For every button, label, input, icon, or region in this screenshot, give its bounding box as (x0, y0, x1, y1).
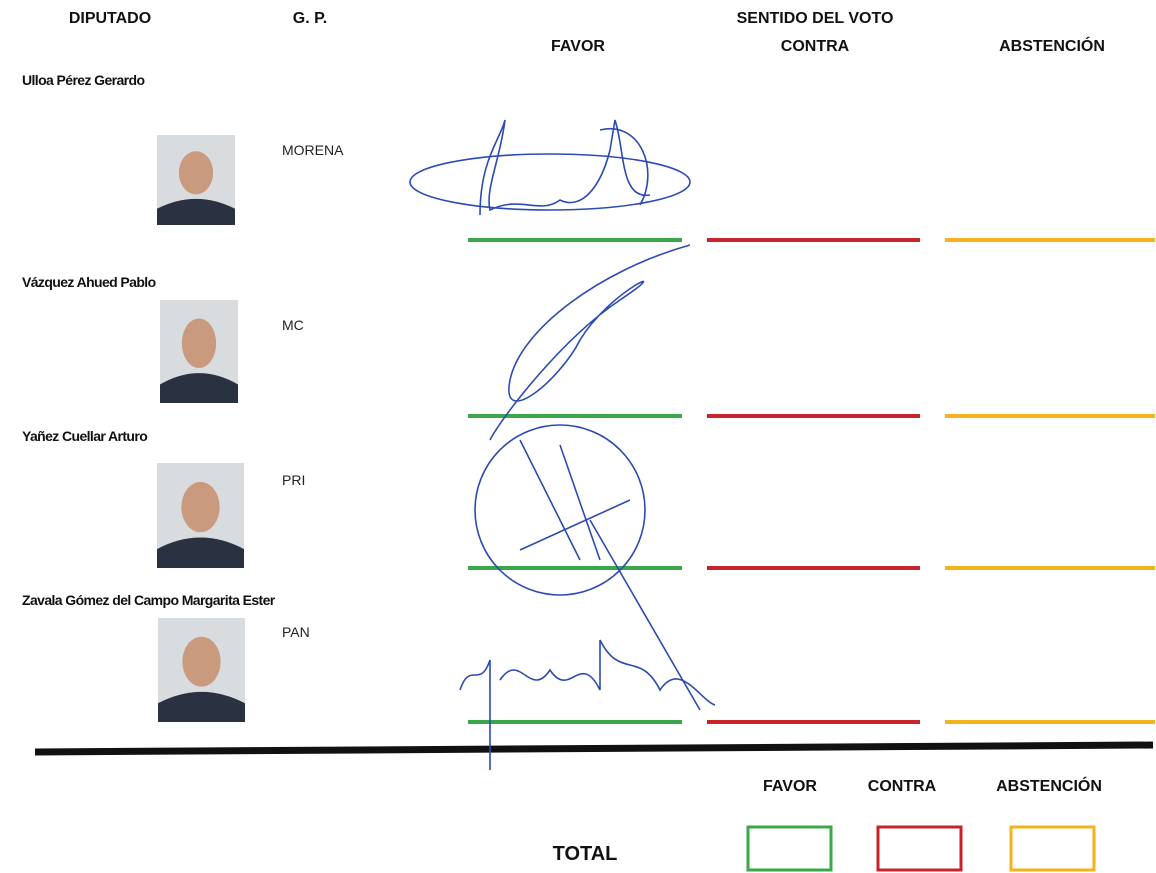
photo-face (181, 318, 217, 368)
photo-body (157, 198, 235, 225)
party: MORENA (282, 142, 344, 158)
signatures (409, 119, 716, 770)
party: MC (282, 317, 304, 333)
column-header: SENTIDO DEL VOTO (736, 10, 894, 27)
deputy-name: Yañez Cuellar Arturo (22, 428, 148, 444)
column-header: ABSTENCIÓN (999, 38, 1105, 55)
deputy-name: Ulloa Pérez Gerardo (22, 72, 145, 88)
photo-face (181, 481, 220, 533)
column-header: G. P. (292, 10, 328, 27)
total-label: ABSTENCIÓN (996, 778, 1102, 795)
column-header: FAVOR (551, 38, 605, 55)
total-contra-box (876, 825, 963, 872)
party: PRI (282, 472, 306, 488)
photo-body (158, 691, 245, 722)
party: PAN (282, 624, 310, 640)
photo-face (178, 151, 214, 195)
column-header: CONTRA (780, 38, 850, 55)
total-label: CONTRA (867, 778, 937, 795)
column-header: DIPUTADO (68, 10, 152, 27)
photo-body (157, 537, 244, 568)
deputy-name: Zavala Gómez del Campo Margarita Ester (22, 592, 275, 608)
total-abstencion-box (1009, 825, 1096, 872)
total-title: TOTAL (552, 843, 618, 865)
total-favor-box (746, 825, 833, 872)
total-label: FAVOR (763, 778, 817, 795)
divider (34, 741, 1154, 756)
photo-face (182, 636, 221, 687)
deputy-name: Vázquez Ahued Pablo (22, 274, 156, 290)
photo-body (160, 373, 238, 403)
